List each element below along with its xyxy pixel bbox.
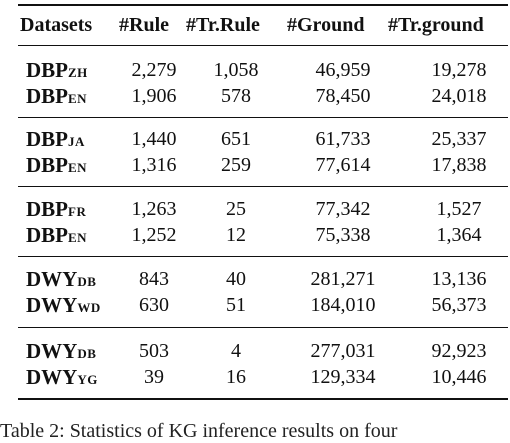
table-row: DWYWD 630 51 184,010 56,373 bbox=[18, 292, 508, 318]
rule-count: 1,316 bbox=[131, 154, 177, 176]
tr-ground-count: 1,364 bbox=[436, 224, 482, 246]
rule-count: 1,906 bbox=[131, 85, 177, 107]
tr-ground-count: 24,018 bbox=[431, 85, 487, 107]
header-tr-rule: #Tr.Rule bbox=[186, 14, 260, 36]
rule-count: 1,252 bbox=[131, 224, 177, 246]
ground-count: 61,733 bbox=[315, 128, 371, 150]
dataset-name: DBPJA bbox=[26, 127, 85, 151]
dataset-name: DBPEN bbox=[26, 223, 88, 247]
rule-count: 630 bbox=[139, 294, 169, 316]
tr-ground-count: 13,136 bbox=[431, 268, 487, 290]
tr-ground-count: 19,278 bbox=[431, 59, 487, 81]
table-caption: Table 2: Statistics of KG inference resu… bbox=[0, 420, 398, 442]
table-row: DBPJA 1,440 651 61,733 25,337 bbox=[18, 126, 508, 152]
dataset-name: DWYDB bbox=[26, 339, 97, 363]
tr-rule-count: 25 bbox=[226, 198, 246, 220]
ground-count: 78,450 bbox=[315, 85, 371, 107]
group-divider bbox=[18, 117, 508, 118]
rule-count: 843 bbox=[139, 268, 169, 290]
group-divider bbox=[18, 186, 508, 187]
header-rule: #Rule bbox=[119, 14, 169, 36]
tr-rule-count: 259 bbox=[221, 154, 251, 176]
tr-ground-count: 92,923 bbox=[431, 340, 487, 362]
dataset-name: DBPEN bbox=[26, 84, 88, 108]
ground-count: 46,959 bbox=[315, 59, 371, 81]
rule-count: 2,279 bbox=[131, 59, 177, 81]
table-row: DBPFR 1,263 25 77,342 1,527 bbox=[18, 196, 508, 222]
table-row: DBPEN 1,252 12 75,338 1,364 bbox=[18, 222, 508, 248]
ground-count: 277,031 bbox=[310, 340, 376, 362]
tr-rule-count: 651 bbox=[221, 128, 251, 150]
ground-count: 281,271 bbox=[310, 268, 376, 290]
ground-count: 184,010 bbox=[310, 294, 376, 316]
table-row: DWYDB 843 40 281,271 13,136 bbox=[18, 266, 508, 292]
dataset-name: DBPEN bbox=[26, 153, 88, 177]
ground-count: 77,614 bbox=[315, 154, 371, 176]
dataset-name: DWYWD bbox=[26, 293, 101, 317]
header-datasets: Datasets bbox=[20, 14, 93, 36]
tr-ground-count: 56,373 bbox=[431, 294, 487, 316]
tr-rule-count: 4 bbox=[231, 340, 241, 362]
tr-ground-count: 10,446 bbox=[431, 366, 487, 388]
tr-rule-count: 578 bbox=[221, 85, 251, 107]
ground-count: 129,334 bbox=[310, 366, 376, 388]
tr-rule-count: 51 bbox=[226, 294, 246, 316]
table-header-row: Datasets #Rule #Tr.Rule #Ground #Tr.grou… bbox=[18, 12, 508, 38]
group-divider bbox=[18, 327, 508, 328]
header-ground: #Ground bbox=[287, 14, 365, 36]
dataset-name: DWYDB bbox=[26, 267, 97, 291]
table-row: DBPEN 1,316 259 77,614 17,838 bbox=[18, 152, 508, 178]
tr-ground-count: 1,527 bbox=[436, 198, 482, 220]
tr-rule-count: 1,058 bbox=[213, 59, 259, 81]
header-rule-line bbox=[18, 45, 508, 46]
rule-count: 1,440 bbox=[131, 128, 177, 150]
ground-count: 75,338 bbox=[315, 224, 371, 246]
header-tr-ground: #Tr.ground bbox=[388, 14, 484, 36]
rule-count: 503 bbox=[139, 340, 169, 362]
dataset-name: DWYYG bbox=[26, 365, 98, 389]
rule-count: 1,263 bbox=[131, 198, 177, 220]
table-row: DBPZH 2,279 1,058 46,959 19,278 bbox=[18, 57, 508, 83]
tr-rule-count: 12 bbox=[226, 224, 246, 246]
tr-rule-count: 16 bbox=[226, 366, 246, 388]
tr-ground-count: 17,838 bbox=[431, 154, 487, 176]
dataset-name: DBPZH bbox=[26, 58, 88, 82]
rule-count: 39 bbox=[144, 366, 164, 388]
table-row: DBPEN 1,906 578 78,450 24,018 bbox=[18, 83, 508, 109]
group-divider bbox=[18, 256, 508, 257]
dataset-name: DBPFR bbox=[26, 197, 87, 221]
table-top-rule bbox=[18, 4, 508, 6]
table-row: DWYDB 503 4 277,031 92,923 bbox=[18, 338, 508, 364]
tr-ground-count: 25,337 bbox=[431, 128, 487, 150]
table-row: DWYYG 39 16 129,334 10,446 bbox=[18, 364, 508, 390]
tr-rule-count: 40 bbox=[226, 268, 246, 290]
ground-count: 77,342 bbox=[315, 198, 371, 220]
table-bottom-rule bbox=[18, 398, 508, 400]
